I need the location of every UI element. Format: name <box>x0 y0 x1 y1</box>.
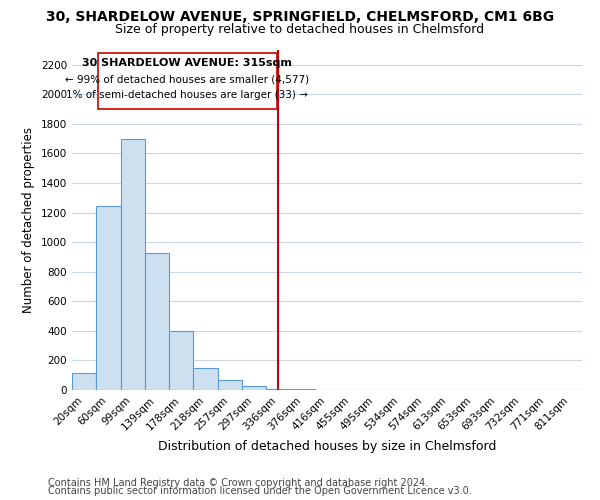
Bar <box>266 388 290 390</box>
X-axis label: Distribution of detached houses by size in Chelmsford: Distribution of detached houses by size … <box>158 440 496 453</box>
Bar <box>218 380 242 390</box>
Bar <box>96 206 121 390</box>
Y-axis label: Number of detached properties: Number of detached properties <box>22 127 35 313</box>
Bar <box>242 386 266 390</box>
Bar <box>169 331 193 390</box>
Text: ← 99% of detached houses are smaller (4,577): ← 99% of detached houses are smaller (4,… <box>65 74 310 85</box>
Text: 1% of semi-detached houses are larger (33) →: 1% of semi-detached houses are larger (3… <box>67 90 308 100</box>
FancyBboxPatch shape <box>97 53 277 109</box>
Text: 30 SHARDELOW AVENUE: 315sqm: 30 SHARDELOW AVENUE: 315sqm <box>82 58 292 68</box>
Text: Size of property relative to detached houses in Chelmsford: Size of property relative to detached ho… <box>115 22 485 36</box>
Bar <box>121 138 145 390</box>
Bar <box>145 252 169 390</box>
Text: Contains public sector information licensed under the Open Government Licence v3: Contains public sector information licen… <box>48 486 472 496</box>
Bar <box>193 368 218 390</box>
Text: Contains HM Land Registry data © Crown copyright and database right 2024.: Contains HM Land Registry data © Crown c… <box>48 478 428 488</box>
Bar <box>72 373 96 390</box>
Text: 30, SHARDELOW AVENUE, SPRINGFIELD, CHELMSFORD, CM1 6BG: 30, SHARDELOW AVENUE, SPRINGFIELD, CHELM… <box>46 10 554 24</box>
